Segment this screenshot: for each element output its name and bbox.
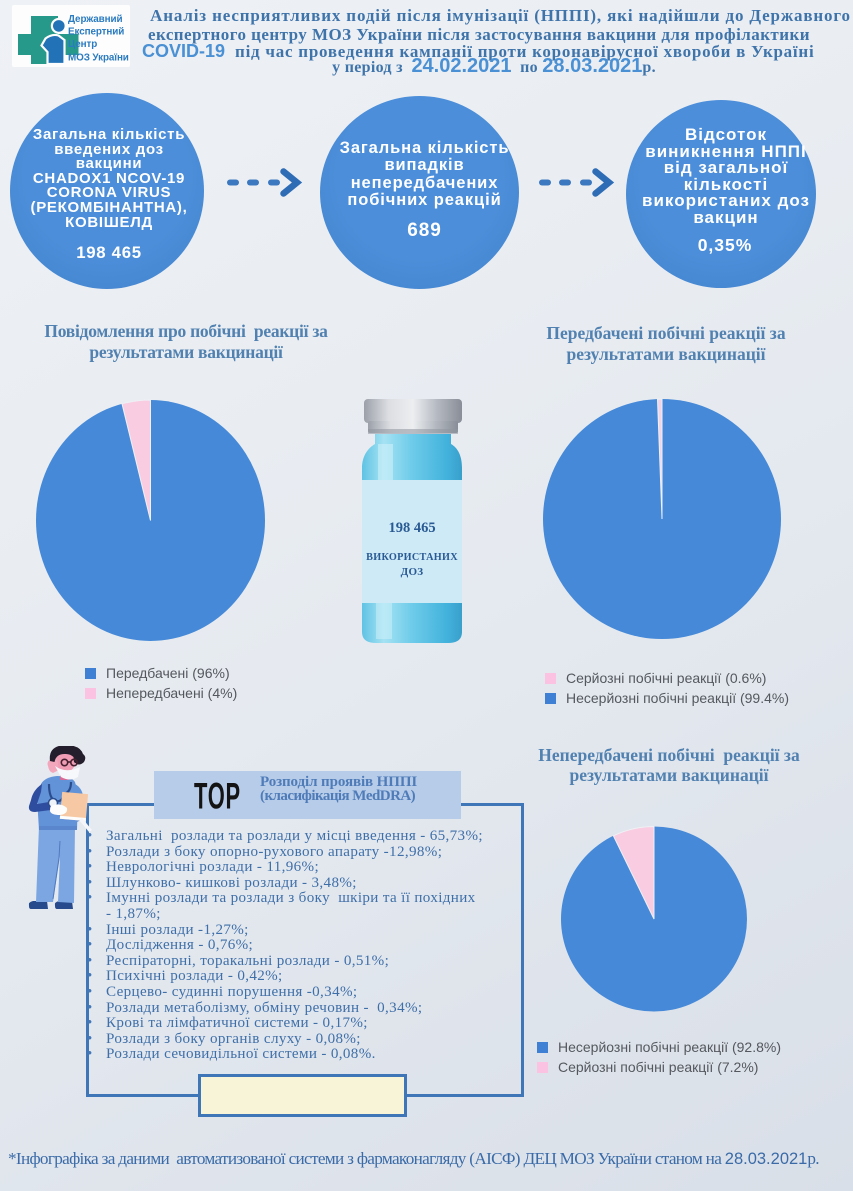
svg-text:МОЗ України: МОЗ України xyxy=(68,53,129,64)
svg-text:198 465: 198 465 xyxy=(388,520,435,536)
svg-text:ДОЗ: ДОЗ xyxy=(401,566,424,578)
svg-text:Центр: Центр xyxy=(68,39,97,50)
svg-text:Державний: Державний xyxy=(68,14,122,25)
svg-text:ВИКОРИСТАНИХ: ВИКОРИСТАНИХ xyxy=(366,552,458,563)
svg-text:Експертний: Експертний xyxy=(68,27,124,38)
